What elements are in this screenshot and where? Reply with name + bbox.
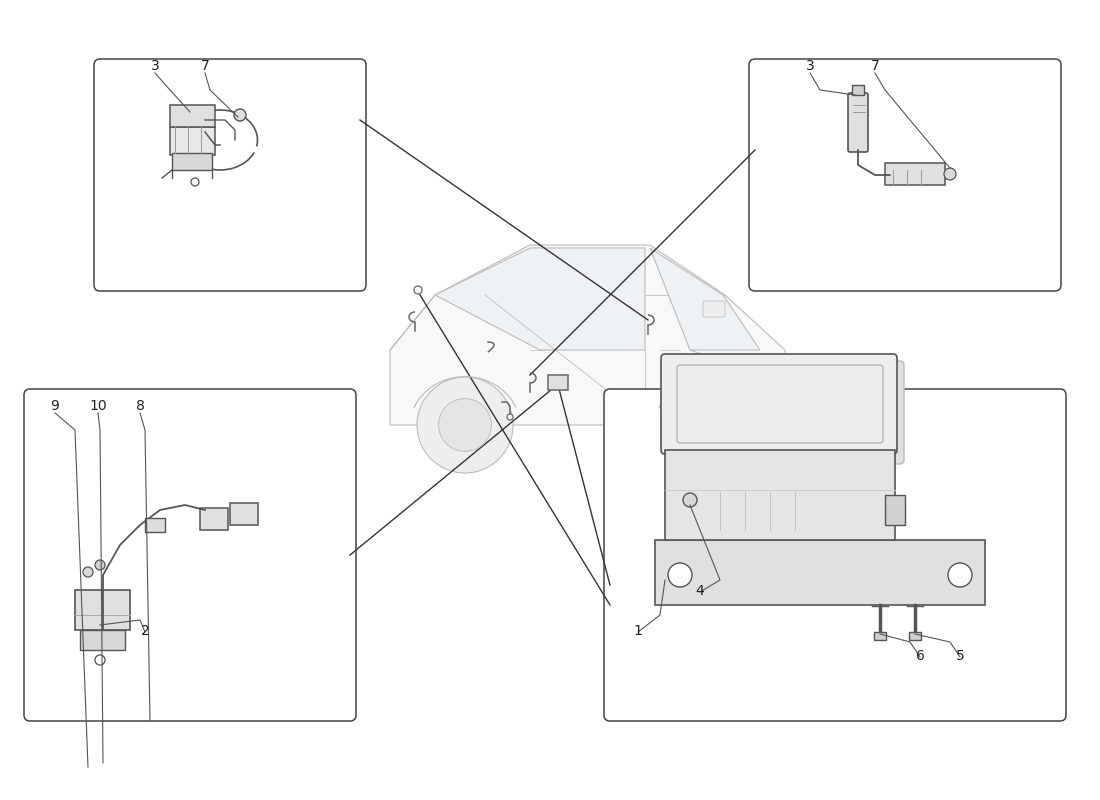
- Bar: [886, 495, 905, 525]
- Circle shape: [668, 563, 692, 587]
- Text: 7: 7: [200, 59, 209, 73]
- Text: 8: 8: [135, 399, 144, 413]
- Bar: [145, 518, 165, 532]
- Text: eurospares: eurospares: [163, 391, 277, 409]
- Bar: [170, 105, 214, 127]
- Circle shape: [414, 286, 422, 294]
- Text: 3: 3: [805, 59, 814, 73]
- Polygon shape: [390, 245, 790, 425]
- Polygon shape: [650, 248, 760, 350]
- FancyBboxPatch shape: [24, 389, 356, 721]
- Circle shape: [191, 178, 199, 186]
- Circle shape: [234, 109, 246, 121]
- Text: eurospares: eurospares: [746, 223, 834, 237]
- Text: eurospares: eurospares: [107, 223, 194, 237]
- FancyBboxPatch shape: [666, 361, 904, 464]
- Bar: [170, 127, 214, 155]
- Text: 9: 9: [51, 399, 59, 413]
- Circle shape: [82, 567, 94, 577]
- Text: 4: 4: [695, 584, 704, 598]
- Text: eurospares: eurospares: [826, 588, 914, 602]
- FancyBboxPatch shape: [604, 389, 1066, 721]
- Text: 3: 3: [151, 59, 160, 73]
- Circle shape: [417, 377, 513, 473]
- Polygon shape: [434, 248, 645, 350]
- Text: 6: 6: [915, 649, 924, 663]
- Circle shape: [95, 560, 104, 570]
- FancyBboxPatch shape: [703, 301, 725, 317]
- FancyBboxPatch shape: [661, 354, 896, 454]
- FancyBboxPatch shape: [749, 59, 1062, 291]
- Circle shape: [507, 414, 513, 420]
- Bar: [874, 632, 886, 640]
- Circle shape: [683, 398, 736, 451]
- Bar: [886, 163, 945, 185]
- Text: 5: 5: [956, 649, 965, 663]
- Text: 10: 10: [89, 399, 107, 413]
- FancyBboxPatch shape: [94, 59, 366, 291]
- Bar: [172, 153, 212, 170]
- Bar: [909, 632, 921, 640]
- Bar: [666, 450, 895, 540]
- Text: eurospares: eurospares: [146, 583, 234, 597]
- Text: 2: 2: [141, 624, 150, 638]
- Bar: [548, 375, 568, 390]
- Circle shape: [95, 655, 104, 665]
- Circle shape: [948, 563, 972, 587]
- Bar: [230, 503, 258, 525]
- Bar: [80, 630, 125, 650]
- Bar: [852, 85, 864, 95]
- Text: 1: 1: [634, 624, 642, 638]
- Circle shape: [662, 377, 758, 473]
- Text: 7: 7: [870, 59, 879, 73]
- FancyBboxPatch shape: [848, 93, 868, 152]
- Circle shape: [944, 168, 956, 180]
- Circle shape: [683, 493, 697, 507]
- Bar: [75, 590, 130, 630]
- Bar: [654, 540, 984, 605]
- Text: eurospares: eurospares: [663, 391, 777, 409]
- Circle shape: [439, 398, 492, 451]
- Bar: [200, 508, 228, 530]
